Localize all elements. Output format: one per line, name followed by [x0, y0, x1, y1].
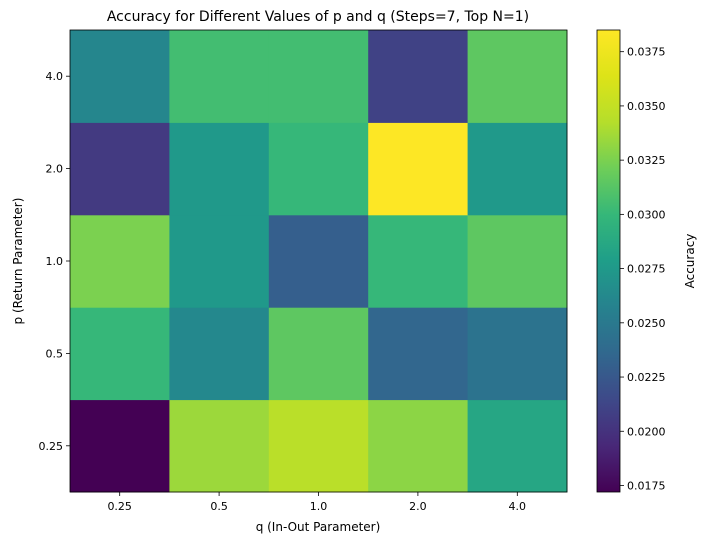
- heatmap-cell: [169, 214, 270, 308]
- heatmap-cell: [169, 307, 270, 401]
- heatmap-cell: [268, 122, 369, 216]
- x-tick-label: 0.25: [107, 500, 132, 513]
- heatmap-cells: [70, 30, 568, 493]
- heatmap-cell: [467, 30, 568, 123]
- colorbar-tick-label: 0.0325: [627, 154, 666, 167]
- x-tick-label: 4.0: [509, 500, 527, 513]
- heatmap-cell: [368, 30, 469, 123]
- heatmap-cell: [467, 307, 568, 401]
- heatmap-cell: [467, 214, 568, 308]
- heatmap-cell: [268, 30, 369, 123]
- heatmap-cell: [368, 399, 469, 493]
- colorbar-label: Accuracy: [683, 234, 697, 289]
- heatmap-cell: [70, 307, 170, 401]
- colorbar-tick-label: 0.0375: [627, 46, 666, 59]
- heatmap-cell: [169, 122, 270, 216]
- colorbar: [596, 29, 621, 493]
- heatmap-cell: [70, 30, 170, 123]
- x-tick-label: 0.5: [210, 500, 228, 513]
- x-axis-label: q (In-Out Parameter): [256, 520, 381, 534]
- y-axis-ticks: 0.25 0.5 1.0 2.0 4.0: [39, 70, 70, 453]
- heatmap-cell: [467, 122, 568, 216]
- heatmap-cell: [70, 122, 170, 216]
- colorbar-tick-label: 0.0175: [627, 479, 666, 492]
- x-tick-label: 2.0: [409, 500, 427, 513]
- y-tick-label: 0.5: [46, 347, 64, 360]
- y-tick-label: 4.0: [46, 70, 64, 83]
- heatmap-cell: [268, 307, 369, 401]
- chart-title: Accuracy for Different Values of p and q…: [107, 9, 529, 25]
- colorbar-tick-label: 0.0350: [627, 100, 666, 113]
- colorbar-ticks: 0.0175 0.0200 0.0225 0.0250 0.0275 0.0300 0.03…: [620, 46, 666, 492]
- heatmap-cell: [467, 399, 568, 493]
- colorbar-tick-label: 0.0250: [627, 317, 666, 330]
- heatmap-cell: [368, 307, 469, 401]
- heatmap-cell: [268, 399, 369, 493]
- x-tick-label: 1.0: [310, 500, 328, 513]
- colorbar-tick-label: 0.0200: [627, 425, 666, 438]
- heatmap-cell: [169, 30, 270, 123]
- heatmap-cell: [70, 214, 170, 308]
- y-axis-label: p (Return Parameter): [11, 198, 25, 325]
- heatmap-cell: [268, 214, 369, 308]
- heatmap-cell: [368, 214, 469, 308]
- heatmap-cell: [169, 399, 270, 493]
- heatmap-cell: [368, 122, 469, 216]
- colorbar-tick-label: 0.0225: [627, 371, 666, 384]
- y-tick-label: 0.25: [39, 440, 64, 453]
- colorbar-tick-label: 0.0275: [627, 263, 666, 276]
- colorbar-tick-label: 0.0300: [627, 208, 666, 221]
- y-tick-label: 1.0: [46, 255, 64, 268]
- y-tick-label: 2.0: [46, 163, 64, 176]
- x-axis-ticks: 0.25 0.5 1.0 2.0 4.0: [107, 492, 526, 513]
- heatmap-cell: [70, 399, 170, 493]
